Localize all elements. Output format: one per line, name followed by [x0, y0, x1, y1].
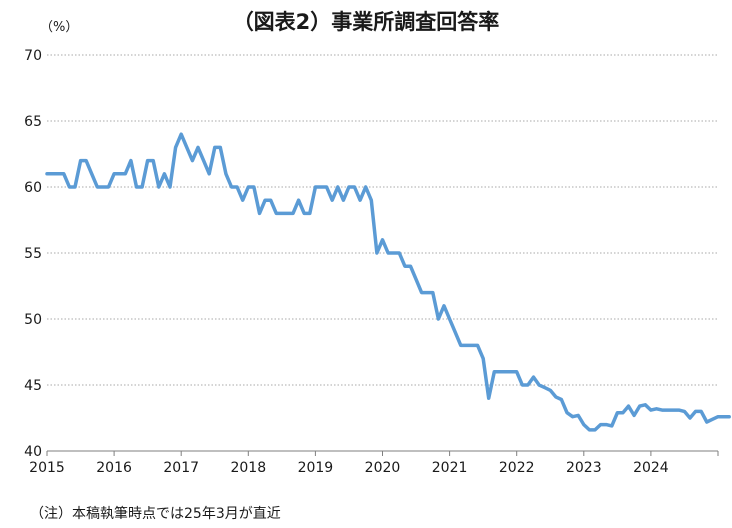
y-tick-label: 65: [24, 114, 42, 130]
x-tick-label: 2020: [365, 460, 401, 476]
chart-title: （図表2）事業所調査回答率: [232, 10, 500, 34]
y-tick-label: 40: [24, 444, 42, 460]
y-tick-label: 50: [24, 312, 42, 328]
x-tick-label: 2015: [29, 460, 65, 476]
series-line: [45, 132, 731, 432]
y-tick-label: 55: [24, 246, 42, 262]
x-tick-label: 2023: [566, 460, 602, 476]
x-tick-label: 2021: [432, 460, 468, 476]
y-tick-label: 60: [24, 180, 42, 196]
y-tick-label: 45: [24, 378, 42, 394]
x-tick-label: 2019: [298, 460, 334, 476]
x-tick-label: 2022: [499, 460, 535, 476]
x-tick-label: 2018: [230, 460, 266, 476]
chart-note: （注）本稿執筆時点では25年3月が直近: [30, 506, 281, 522]
y-axis-unit-label: （%）: [40, 20, 79, 35]
x-tick-label: 2016: [96, 460, 132, 476]
x-tick-label: 2024: [633, 460, 669, 476]
y-tick-label: 70: [24, 48, 42, 64]
x-tick-label: 2017: [163, 460, 199, 476]
